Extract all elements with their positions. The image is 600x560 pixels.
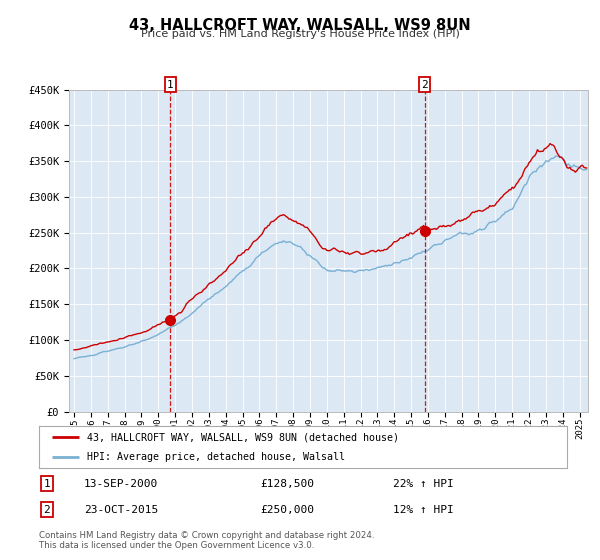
Text: £128,500: £128,500 bbox=[261, 479, 315, 489]
Text: 43, HALLCROFT WAY, WALSALL, WS9 8UN (detached house): 43, HALLCROFT WAY, WALSALL, WS9 8UN (det… bbox=[86, 432, 398, 442]
Text: £250,000: £250,000 bbox=[261, 505, 315, 515]
Text: 22% ↑ HPI: 22% ↑ HPI bbox=[393, 479, 454, 489]
Text: 1: 1 bbox=[167, 80, 173, 90]
Text: 12% ↑ HPI: 12% ↑ HPI bbox=[393, 505, 454, 515]
Text: HPI: Average price, detached house, Walsall: HPI: Average price, detached house, Wals… bbox=[86, 452, 344, 462]
Text: Contains HM Land Registry data © Crown copyright and database right 2024.
This d: Contains HM Land Registry data © Crown c… bbox=[39, 531, 374, 550]
Text: 1: 1 bbox=[44, 479, 50, 489]
Text: Price paid vs. HM Land Registry's House Price Index (HPI): Price paid vs. HM Land Registry's House … bbox=[140, 29, 460, 39]
Text: 23-OCT-2015: 23-OCT-2015 bbox=[84, 505, 158, 515]
Text: 2: 2 bbox=[421, 80, 428, 90]
Text: 43, HALLCROFT WAY, WALSALL, WS9 8UN: 43, HALLCROFT WAY, WALSALL, WS9 8UN bbox=[129, 18, 471, 33]
Text: 2: 2 bbox=[44, 505, 50, 515]
Text: 13-SEP-2000: 13-SEP-2000 bbox=[84, 479, 158, 489]
